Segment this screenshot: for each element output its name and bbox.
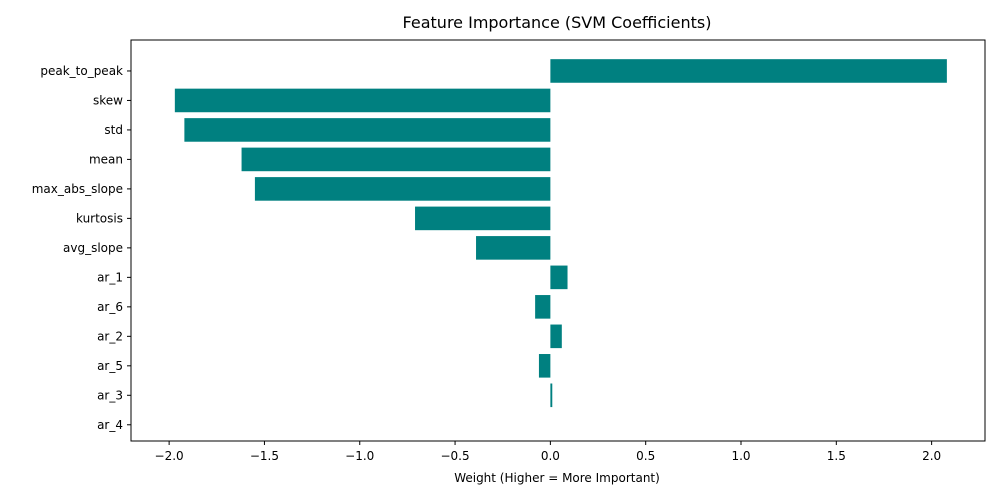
x-tick-label: 1.5 — [827, 449, 846, 463]
y-tick-label-ar_2: ar_2 — [97, 329, 123, 343]
y-tick-label-avg_slope: avg_slope — [63, 241, 123, 255]
x-tick-label: −0.5 — [440, 449, 469, 463]
bar-ar_5 — [539, 354, 550, 378]
y-tick-label-max_abs_slope: max_abs_slope — [32, 182, 123, 196]
bar-avg_slope — [476, 236, 550, 260]
x-tick-label: −2.0 — [155, 449, 184, 463]
bar-kurtosis — [415, 207, 550, 231]
y-tick-label-ar_3: ar_3 — [97, 388, 123, 402]
x-axis: −2.0 −1.5 −1.0 −0.5 0.0 0.5 1.0 1.5 2.0 — [155, 441, 942, 463]
bar-skew — [175, 89, 551, 113]
x-tick-label: −1.5 — [250, 449, 279, 463]
x-axis-title: Weight (Higher = More Important) — [454, 471, 660, 485]
bars-group — [175, 59, 947, 407]
y-tick-label-ar_1: ar_1 — [97, 270, 123, 284]
x-tick-label: 0.5 — [636, 449, 655, 463]
bar-std — [184, 118, 550, 142]
bar-max_abs_slope — [255, 177, 550, 201]
y-tick-label-ar_4: ar_4 — [97, 418, 123, 432]
bar-ar_2 — [550, 325, 561, 349]
bar-peak_to_peak — [550, 59, 947, 83]
x-tick-label: 0.0 — [541, 449, 560, 463]
bar-ar_6 — [535, 295, 550, 319]
y-tick-label-mean: mean — [89, 152, 123, 166]
y-tick-label-ar_5: ar_5 — [97, 359, 123, 373]
y-tick-label-std: std — [104, 123, 123, 137]
chart-title: Feature Importance (SVM Coefficients) — [403, 13, 712, 32]
y-tick-label-ar_6: ar_6 — [97, 300, 123, 314]
x-tick-label: 1.0 — [731, 449, 750, 463]
bar-mean — [242, 148, 551, 172]
y-tick-label-peak_to_peak: peak_to_peak — [40, 64, 123, 78]
bar-ar_3 — [550, 384, 552, 408]
y-tick-label-kurtosis: kurtosis — [76, 211, 123, 225]
x-tick-label: −1.0 — [345, 449, 374, 463]
bar-ar_1 — [550, 266, 567, 290]
y-tick-label-skew: skew — [93, 93, 123, 107]
x-tick-label: 2.0 — [922, 449, 941, 463]
